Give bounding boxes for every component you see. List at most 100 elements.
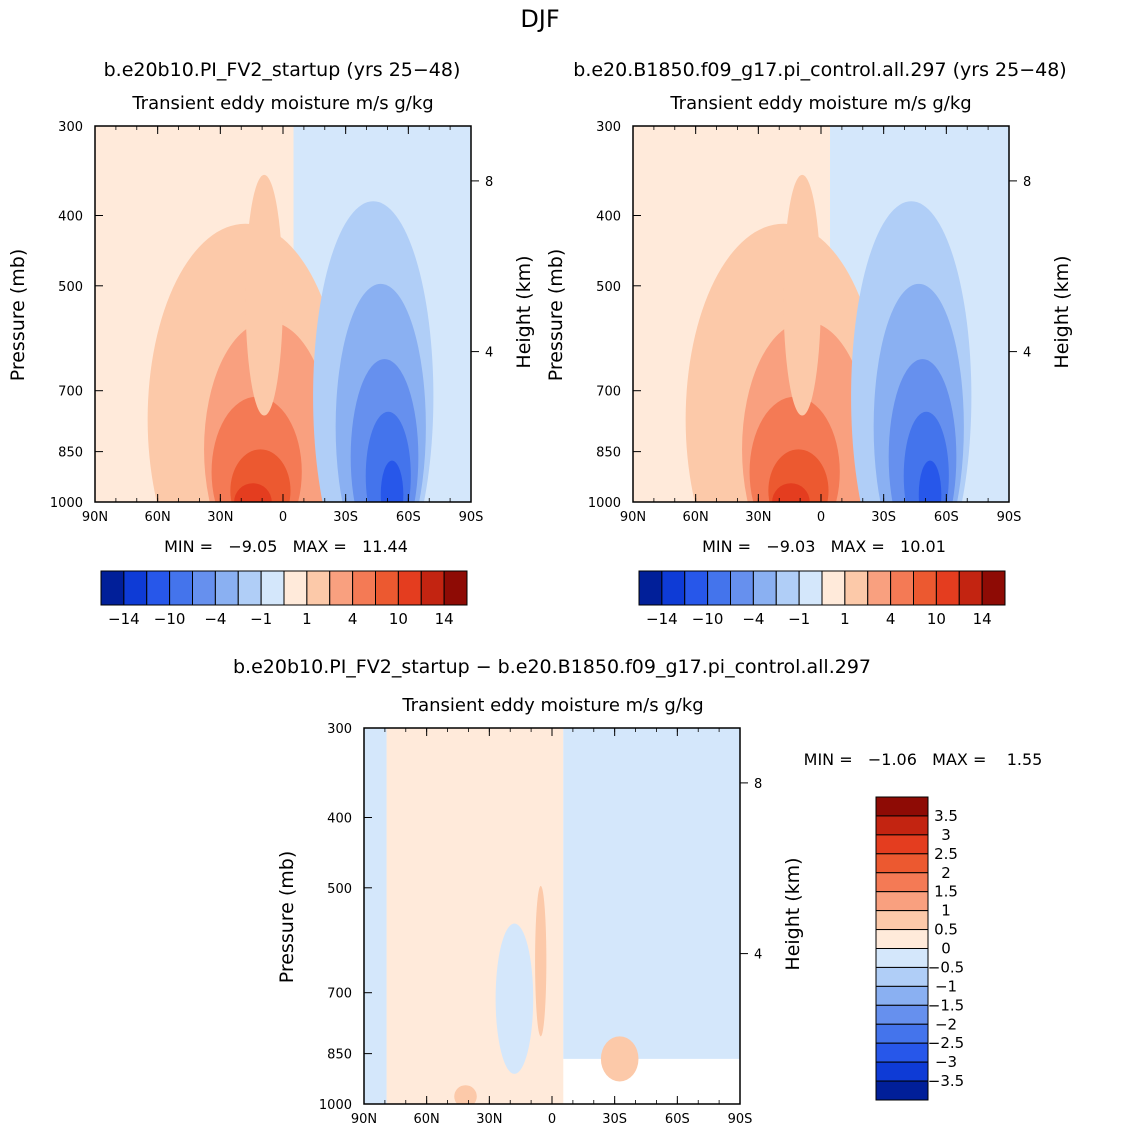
colorbar-swatch	[875, 1042, 929, 1063]
colorbar-swatch	[775, 570, 800, 606]
colorbar-swatch	[684, 570, 709, 606]
panel2-colorbar: −14 −10 −4 −1 1 4 10 14	[638, 570, 1006, 628]
y-right-axis-label: Height (km)	[1051, 255, 1073, 368]
positive-contour-upper	[783, 174, 821, 416]
x-tick-label: 30N	[745, 510, 771, 525]
colorbar-swatch	[375, 570, 399, 606]
colorbar-swatch	[875, 1061, 929, 1082]
y-tick-label: 300	[596, 120, 621, 135]
colorbar-swatch	[875, 929, 929, 949]
figure-title: DJF	[520, 5, 559, 33]
panel2-subtitle: Transient eddy moisture m/s g/kg	[669, 93, 971, 114]
colorbar-swatch	[214, 570, 239, 606]
colorbar-swatch	[890, 570, 914, 606]
negative-blob	[495, 923, 534, 1074]
colorbar-label: −10	[154, 610, 186, 628]
x-tick-label: 60S	[934, 510, 959, 525]
y-tick-label: 850	[596, 446, 621, 461]
colorbar-swatch	[821, 570, 846, 606]
y-right-axis-label: Height (km)	[782, 857, 804, 970]
colorbar-swatch	[875, 853, 929, 874]
panel2-title: b.e20.B1850.f09_g17.pi_control.all.297 (…	[573, 59, 1066, 81]
negative-edge	[364, 728, 387, 1104]
colorbar-swatch	[123, 570, 148, 606]
positive-blob-low	[454, 1085, 477, 1104]
x-tick-label: 90S	[997, 510, 1022, 525]
colorbar-label: −4	[742, 610, 764, 628]
colorbar-swatch	[913, 570, 937, 606]
colorbar-label: 14	[435, 610, 454, 628]
x-tick-label: 0	[548, 1112, 556, 1127]
colorbar-label: −2.5	[928, 1034, 964, 1052]
colorbar-label: 1.5	[934, 883, 958, 901]
positive-contour-5	[234, 483, 272, 502]
colorbar-label: 1	[302, 610, 312, 628]
colorbar-swatch	[981, 570, 1006, 606]
panel3-subtitle: Transient eddy moisture m/s g/kg	[401, 695, 703, 716]
colorbar-label: 2	[941, 864, 951, 882]
y-right-tick-label: 4	[1023, 346, 1031, 361]
panel3-plot: 90N 60N 30N 0 30S 60S 90S 300 400 500 700 850 1000 8 4…	[276, 722, 804, 1127]
colorbar-swatch	[638, 570, 663, 606]
colorbar-swatch	[875, 872, 929, 893]
panel1-plot: 90N 60N 30N 0 30S 60S 90S 300 400 500 700 850 1000 8 4…	[7, 120, 535, 525]
contour-field	[364, 728, 740, 1104]
positive-contour-upper	[245, 174, 283, 416]
colorbar-swatch	[237, 570, 262, 606]
colorbar-label: 3.5	[934, 807, 958, 825]
colorbar-swatch	[169, 570, 193, 606]
colorbar-swatch	[146, 570, 171, 606]
colorbar-swatch	[192, 570, 216, 606]
positive-streak	[535, 885, 547, 1037]
colorbar-swatch	[730, 570, 754, 606]
colorbar-swatch	[875, 966, 929, 987]
negative-contour-5	[918, 460, 942, 502]
y-tick-label: 400	[327, 811, 352, 826]
colorbar-label: 0.5	[934, 921, 958, 939]
colorbar-label: 4	[886, 610, 896, 628]
colorbar-swatch	[306, 570, 331, 606]
colorbar-swatch	[352, 570, 376, 606]
colorbar-label: −1.5	[928, 996, 964, 1014]
y-right-tick-label: 8	[754, 777, 762, 792]
y-tick-label: 1000	[50, 496, 83, 511]
colorbar-swatch	[875, 796, 929, 817]
colorbar-label: 1	[840, 610, 850, 628]
colorbar-swatch	[875, 1023, 929, 1044]
colorbar-swatch	[875, 891, 929, 912]
colorbar-swatch	[329, 570, 354, 606]
colorbar-swatch	[875, 948, 929, 968]
colorbar-label: −2	[935, 1015, 957, 1033]
colorbar-swatch	[707, 570, 731, 606]
colorbar-label: 10	[389, 610, 408, 628]
colorbar-swatch	[875, 985, 929, 1006]
colorbar-swatch	[958, 570, 983, 606]
colorbar-swatch	[867, 570, 892, 606]
x-tick-label: 90S	[459, 510, 484, 525]
y-tick-label: 700	[58, 385, 83, 400]
panel1-stats: MIN = −9.05 MAX = 11.44	[164, 537, 408, 556]
y-tick-label: 400	[58, 209, 83, 224]
positive-contour-5	[772, 483, 810, 502]
colorbar-label: 3	[941, 826, 951, 844]
panel2-stats: MIN = −9.03 MAX = 10.01	[702, 537, 946, 556]
colorbar-label: −1	[250, 610, 272, 628]
y-right-tick-label: 8	[485, 175, 493, 190]
colorbar-swatch	[875, 1080, 929, 1101]
y-tick-label: 500	[327, 882, 352, 897]
colorbar-swatch	[875, 1004, 929, 1025]
x-tick-label: 0	[817, 510, 825, 525]
colorbar-swatch	[100, 570, 125, 606]
x-tick-label: 0	[279, 510, 287, 525]
x-tick-label: 60N	[145, 510, 171, 525]
y-tick-label: 400	[596, 209, 621, 224]
colorbar-label: 4	[348, 610, 358, 628]
panel1-title: b.e20b10.PI_FV2_startup (yrs 25−48)	[104, 59, 461, 81]
y-tick-label: 300	[327, 722, 352, 737]
contour-field	[95, 126, 471, 502]
y-axis-label: Pressure (mb)	[7, 249, 29, 382]
x-tick-label: 60N	[683, 510, 709, 525]
colorbar-label: −10	[692, 610, 724, 628]
colorbar-label: 1	[941, 902, 951, 920]
